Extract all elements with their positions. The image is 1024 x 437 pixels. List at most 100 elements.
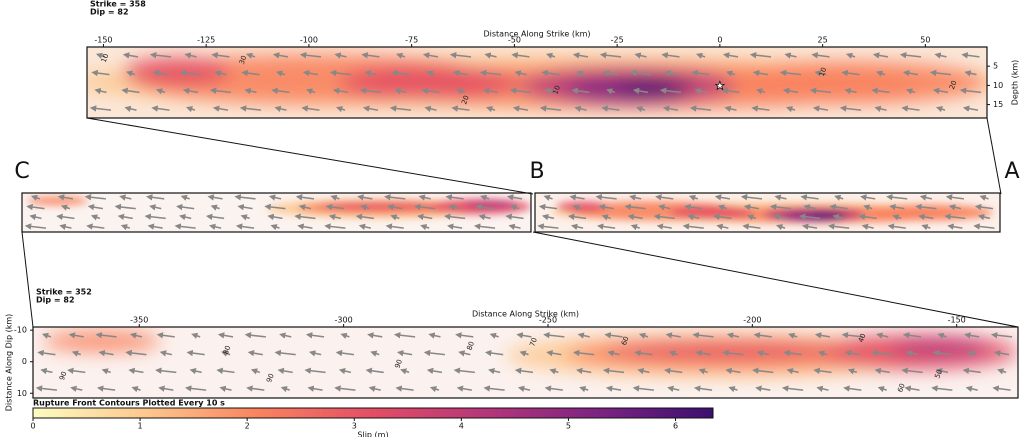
slip-vector: [934, 52, 947, 59]
slip-vector: [632, 87, 649, 95]
slip-vector: [244, 87, 257, 95]
slip-vector: [302, 69, 319, 77]
slip-vector: [217, 332, 234, 339]
slip-vector: [70, 385, 83, 392]
slip-vector: [101, 368, 111, 375]
slip-vector: [572, 52, 589, 59]
slip-vector: [208, 223, 222, 230]
slip-vector: [813, 367, 832, 374]
slip-vector: [125, 70, 136, 77]
slip-vector: [713, 213, 732, 220]
slip-vector: [575, 70, 586, 77]
slip-vector: [509, 204, 520, 211]
slip-vector: [974, 203, 994, 211]
slip-vector: [24, 223, 47, 230]
slip-vector: [422, 52, 439, 59]
slip-vector: [390, 214, 400, 221]
slip-vector: [149, 52, 172, 59]
panel-frame: [86, 46, 988, 119]
slip-vector: [271, 87, 290, 94]
slip-vector: [330, 194, 340, 201]
colorbar: [32, 407, 714, 419]
slip-vector: [184, 385, 207, 392]
slip-vector: [726, 332, 740, 339]
slip-vector: [664, 367, 683, 374]
x-axis-label: Distance Along Strike (km): [472, 310, 579, 319]
slip-vector: [655, 194, 674, 201]
slip-vector: [751, 105, 770, 112]
slip-vector: [389, 105, 412, 112]
slip-vector: [546, 349, 562, 357]
slip-vector: [511, 52, 530, 59]
slip-vector: [577, 332, 590, 339]
slip-vector: [722, 52, 739, 59]
slip-vector: [275, 70, 286, 77]
slip-vector: [772, 213, 789, 221]
slip-vector: [210, 204, 220, 211]
strike-label: Strike = 352: [36, 288, 92, 297]
slip-vector: [624, 203, 646, 211]
slip-vector: [367, 332, 383, 339]
slip-vector: [659, 87, 682, 94]
slip-vector: [717, 204, 728, 211]
colorbar-tick-label: 6: [673, 422, 678, 431]
x-tick-label: -200: [743, 316, 761, 325]
slip-vector: [129, 332, 143, 339]
slip-vector: [948, 204, 962, 211]
slip-vector: [324, 223, 346, 230]
slip-vector: [488, 367, 501, 375]
slip-vector: [423, 349, 446, 357]
slip-vector: [71, 350, 82, 357]
x-tick-label: -150: [948, 316, 966, 325]
slip-vector: [209, 87, 232, 94]
slip-vector: [426, 367, 443, 375]
slip-vector: [601, 214, 611, 221]
slip-vector: [234, 194, 256, 201]
slip-vector: [892, 214, 902, 221]
slip-vector: [595, 194, 617, 201]
slip-vector: [509, 87, 532, 94]
slip-vector: [117, 213, 133, 221]
slip-vector: [871, 87, 890, 94]
slip-vector: [935, 367, 949, 375]
slip-vector: [801, 223, 818, 230]
slip-vector: [692, 332, 714, 339]
slip-patch: [317, 202, 440, 210]
slip-vector: [887, 223, 906, 230]
slip-vector: [993, 349, 1010, 357]
slip-vector: [538, 203, 558, 211]
slip-vector: [96, 385, 116, 392]
slip-vector: [601, 105, 620, 112]
slip-vector: [905, 88, 916, 95]
slip-vector: [997, 368, 1007, 375]
zoom-lines: [21, 117, 1019, 328]
slip-vector: [752, 367, 774, 374]
slip-vector: [57, 194, 74, 201]
slip-vector: [687, 213, 700, 221]
slip-vector: [239, 105, 262, 112]
slip-vector: [834, 194, 844, 201]
slip-field: [535, 193, 1000, 232]
slip-vector: [945, 194, 965, 201]
slip-vectors: [24, 194, 524, 231]
slip-vector: [446, 223, 463, 230]
section-label: B: [529, 159, 544, 184]
slip-vector: [695, 52, 706, 59]
slip-patch: [42, 330, 162, 352]
slip-vector: [456, 385, 472, 392]
slip-vector: [94, 87, 107, 95]
contour-label: 10: [551, 84, 562, 95]
slip-vector: [395, 385, 414, 392]
slip-vector: [245, 52, 256, 59]
contour-label: 90: [58, 370, 69, 381]
slip-vector: [179, 213, 192, 221]
slip-vector: [40, 367, 53, 375]
slip-vector: [458, 350, 471, 357]
slip-vector: [607, 350, 620, 357]
slip-vector: [305, 332, 325, 339]
slip-vector: [455, 88, 466, 95]
slip-vector: [176, 203, 195, 211]
slip-vector: [740, 194, 763, 201]
slip-vector: [634, 52, 647, 59]
x-tick-label: -300: [335, 316, 353, 325]
